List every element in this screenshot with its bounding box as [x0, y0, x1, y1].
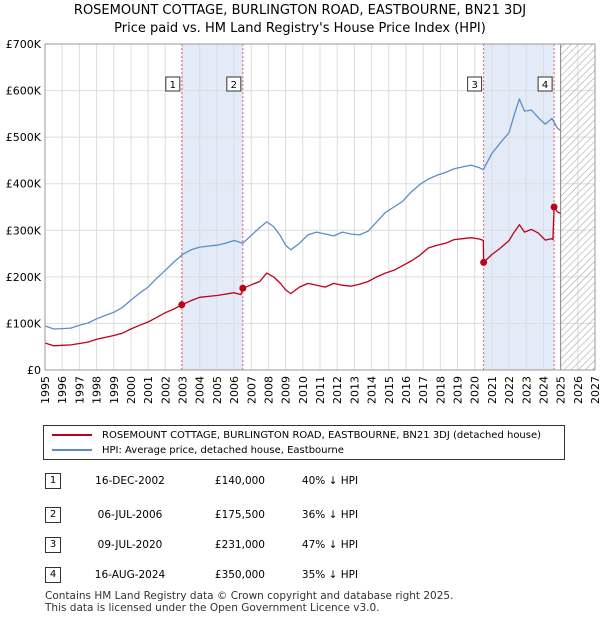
sale-hpi-diff: 47% ↓ HPI [301, 539, 359, 551]
table-row: 1 16-DEC-2002 £140,000 40% ↓ HPI [45, 470, 405, 490]
sale-label-text: 4 [542, 80, 548, 91]
sale-period-shade [181, 44, 243, 370]
sale-date: 09-JUL-2020 [97, 539, 163, 551]
sale-hpi-diff: 40% ↓ HPI [301, 475, 359, 487]
sale-price: £175,500 [214, 509, 265, 521]
legend-item-hpi: HPI: Average price, detached house, East… [52, 444, 344, 458]
x-tick-label: 2019 [452, 376, 465, 404]
sale-number-badge: 1 [45, 473, 61, 489]
y-tick-label: £100K [6, 317, 42, 330]
x-tick-label: 2026 [572, 376, 585, 404]
x-tick-label: 2000 [125, 376, 138, 404]
sale-price: £350,000 [214, 569, 265, 581]
sale-label-box [467, 76, 483, 92]
footer-line-1: Contains HM Land Registry data © Crown c… [45, 590, 454, 602]
sale-hpi-diff: 35% ↓ HPI [301, 569, 359, 581]
sale-point [480, 258, 488, 266]
x-tick-label: 2010 [297, 376, 310, 404]
legend-swatch-property [52, 434, 92, 436]
x-tick-label: 2002 [159, 376, 172, 404]
x-tick-label: 2025 [555, 376, 568, 404]
chart-legend: ROSEMOUNT COTTAGE, BURLINGTON ROAD, EAST… [43, 425, 565, 460]
sale-price: £231,000 [214, 539, 265, 551]
sale-period-shade [483, 44, 555, 370]
sale-date: 06-JUL-2006 [97, 509, 163, 521]
sale-label-box [165, 76, 181, 92]
y-tick-label: £600K [6, 85, 42, 98]
price-chart: 1 2 3 4 £0 £100K £200K £300K £400K £500K £600K £700… [6, 38, 600, 404]
x-tick-label: 2004 [194, 376, 207, 404]
y-tick-label: £700K [6, 38, 42, 51]
x-tick-label: 2017 [417, 376, 430, 404]
sale-label-box [226, 76, 242, 92]
x-tick-label: 2016 [400, 376, 413, 404]
forecast-hatch [560, 44, 595, 370]
x-tick-label: 2020 [469, 376, 482, 404]
y-tick-label: £0 [27, 364, 41, 377]
legend-item-property: ROSEMOUNT COTTAGE, BURLINGTON ROAD, EAST… [52, 429, 541, 443]
sale-hpi-diff: 36% ↓ HPI [301, 509, 359, 521]
legend-swatch-hpi [52, 449, 92, 451]
sale-number-badge: 4 [45, 567, 61, 583]
x-tick-label: 1998 [91, 376, 104, 404]
x-tick-label: 2003 [177, 376, 190, 404]
x-tick-label: 2014 [366, 376, 379, 404]
table-row: 3 09-JUL-2020 £231,000 47% ↓ HPI [45, 534, 405, 554]
legend-label-property: ROSEMOUNT COTTAGE, BURLINGTON ROAD, EAST… [102, 430, 542, 441]
x-tick-label: 2011 [314, 376, 327, 404]
x-tick-label: 2007 [245, 376, 258, 404]
y-tick-label: £200K [6, 271, 42, 284]
x-tick-label: 2018 [434, 376, 447, 404]
chart-subtitle: Price paid vs. HM Land Registry's House … [114, 21, 486, 36]
legend-label-hpi: HPI: Average price, detached house, East… [102, 445, 344, 456]
sale-point [239, 284, 247, 292]
property-series-line [44, 206, 561, 347]
sale-date: 16-AUG-2024 [94, 569, 166, 581]
footer-line-2: This data is licensed under the Open Gov… [45, 602, 380, 614]
sale-price: £140,000 [214, 475, 265, 487]
x-tick-label: 2027 [589, 376, 600, 404]
chart-title: ROSEMOUNT COTTAGE, BURLINGTON ROAD, EAST… [73, 3, 527, 18]
x-tick-label: 2013 [348, 376, 361, 404]
x-tick-label: 2001 [142, 376, 155, 404]
x-tick-label: 2021 [486, 376, 499, 404]
x-tick-label: 2024 [537, 376, 550, 404]
footer-copyright: Contains HM Land Registry data © Crown c… [45, 590, 453, 614]
x-tick-label: 2009 [280, 376, 293, 404]
hpi-series-line [44, 98, 562, 330]
sale-label-text: 2 [231, 80, 237, 91]
sale-label-box [537, 76, 553, 92]
sale-number-badge: 2 [45, 507, 61, 523]
y-tick-label: £500K [6, 131, 42, 144]
x-tick-label: 2008 [262, 376, 275, 404]
sale-label-text: 3 [471, 80, 477, 91]
sale-number-badge: 3 [45, 537, 61, 553]
x-tick-label: 2006 [228, 376, 241, 404]
sale-point [550, 203, 558, 211]
y-tick-label: £400K [6, 178, 42, 191]
x-tick-label: 2012 [331, 376, 344, 404]
sale-date: 16-DEC-2002 [95, 475, 165, 487]
x-tick-label: 2023 [520, 376, 533, 404]
table-row: 4 16-AUG-2024 £350,000 35% ↓ HPI [45, 564, 405, 584]
x-tick-label: 1995 [39, 376, 52, 404]
x-tick-label: 2005 [211, 376, 224, 404]
y-tick-label: £300K [6, 224, 42, 237]
x-tick-label: 2022 [503, 376, 516, 404]
x-tick-label: 1997 [73, 376, 86, 404]
x-tick-label: 1996 [56, 376, 69, 404]
table-row: 2 06-JUL-2006 £175,500 36% ↓ HPI [45, 504, 405, 524]
x-tick-label: 1999 [108, 376, 121, 404]
plot-border [44, 43, 596, 371]
sale-label-text: 1 [170, 80, 176, 91]
sale-point [178, 301, 186, 309]
x-tick-label: 2015 [383, 376, 396, 404]
